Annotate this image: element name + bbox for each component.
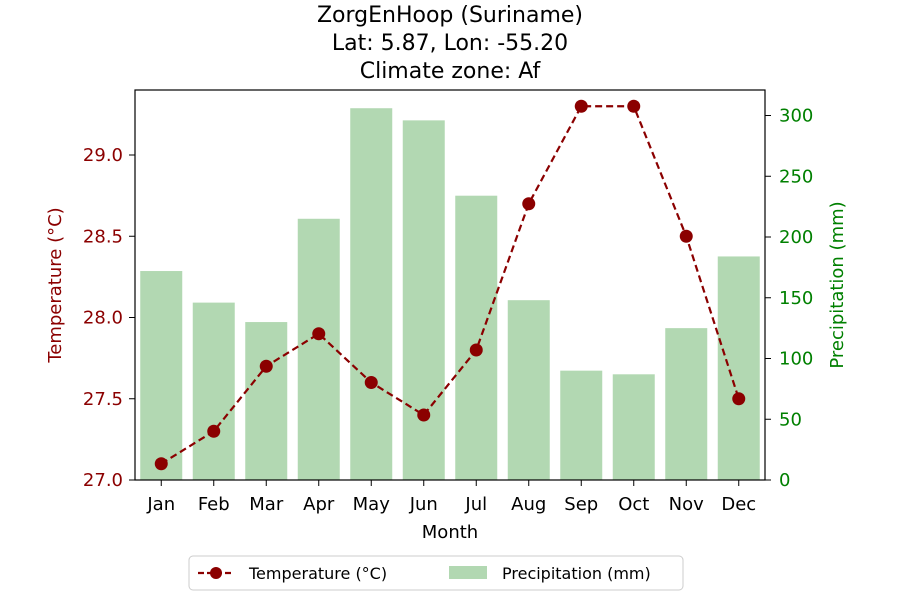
precipitation-bar bbox=[297, 218, 340, 481]
precipitation-bar bbox=[560, 370, 603, 480]
y-axis-left-label: Temperature (°C) bbox=[45, 207, 66, 363]
x-tick-label: Oct bbox=[618, 494, 649, 515]
legend-precipitation-label: Precipitation (mm) bbox=[502, 564, 651, 583]
x-tick-label: Jun bbox=[409, 494, 438, 515]
precipitation-bar bbox=[245, 322, 288, 480]
x-tick-label: Apr bbox=[303, 494, 335, 515]
chart-title: ZorgEnHoop (Suriname) Lat: 5.87, Lon: -5… bbox=[317, 3, 583, 84]
y-right-tick-label: 300 bbox=[779, 106, 813, 127]
temperature-point bbox=[732, 392, 746, 406]
title-line-3: Climate zone: Af bbox=[360, 59, 542, 84]
temperature-point bbox=[627, 99, 641, 113]
y-left-tick-label: 27.0 bbox=[83, 470, 123, 491]
temperature-series-line bbox=[160, 105, 740, 465]
x-tick-label: Jul bbox=[464, 494, 487, 515]
temperature-point bbox=[364, 376, 378, 389]
temperature-line bbox=[154, 99, 746, 471]
x-tick-label: Nov bbox=[669, 494, 704, 515]
precipitation-bar bbox=[192, 302, 235, 480]
legend-temperature-marker bbox=[210, 567, 222, 579]
y-left-tick-label: 28.5 bbox=[83, 226, 123, 247]
precipitation-bar bbox=[455, 195, 498, 480]
y-right-tick-label: 0 bbox=[779, 470, 790, 491]
y-right-tick-label: 100 bbox=[779, 349, 813, 370]
plot-frame bbox=[134, 89, 766, 481]
y-axis-right-label: Precipitation (mm) bbox=[827, 201, 848, 368]
x-tick-label: Dec bbox=[721, 494, 756, 515]
legend-precipitation-swatch bbox=[449, 566, 487, 579]
precipitation-bar bbox=[665, 328, 708, 480]
y-right-tick-label: 250 bbox=[779, 166, 813, 187]
precipitation-bar bbox=[612, 374, 655, 480]
y-axis-left: 27.0 27.5 28.0 28.5 29.0 bbox=[83, 145, 135, 491]
temperature-point bbox=[312, 327, 326, 341]
legend-temperature-label: Temperature (°C) bbox=[248, 564, 387, 583]
legend-box bbox=[188, 555, 684, 591]
legend: Temperature (°C) Precipitation (mm) bbox=[188, 555, 684, 591]
y-left-tick-label: 29.0 bbox=[83, 145, 123, 166]
x-tick-label: Sep bbox=[564, 494, 598, 515]
precipitation-bar bbox=[140, 271, 183, 480]
precipitation-bar bbox=[507, 300, 550, 480]
x-tick-label: Feb bbox=[198, 494, 230, 515]
x-axis: Jan Feb Mar Apr May Jun Jul Aug Sep Oct Nov Dec bbox=[146, 480, 756, 515]
x-tick-label: Jan bbox=[146, 494, 175, 515]
y-right-tick-label: 200 bbox=[779, 227, 813, 248]
y-left-tick-label: 27.5 bbox=[83, 389, 123, 410]
temperature-point bbox=[679, 229, 693, 243]
x-axis-label: Month bbox=[422, 522, 478, 543]
temperature-point bbox=[574, 99, 588, 113]
temperature-point bbox=[522, 197, 536, 211]
title-line-2: Lat: 5.87, Lon: -55.20 bbox=[332, 31, 568, 56]
temperature-point bbox=[417, 408, 431, 422]
title-line-1: ZorgEnHoop (Suriname) bbox=[317, 3, 583, 28]
temperature-point bbox=[207, 424, 221, 438]
y-right-tick-label: 150 bbox=[779, 288, 813, 309]
temperature-point bbox=[154, 457, 168, 471]
precipitation-bar bbox=[350, 108, 393, 480]
y-left-tick-label: 28.0 bbox=[83, 308, 123, 329]
precipitation-bars bbox=[140, 108, 760, 481]
precipitation-bar bbox=[402, 120, 445, 480]
y-axis-right: 0 50 100 150 200 250 300 bbox=[765, 106, 813, 491]
temperature-point bbox=[469, 343, 483, 357]
x-tick-label: Mar bbox=[249, 494, 284, 515]
x-tick-label: May bbox=[353, 494, 391, 515]
x-tick-label: Aug bbox=[511, 494, 546, 515]
precipitation-bar bbox=[717, 256, 760, 480]
y-right-tick-label: 50 bbox=[779, 409, 802, 430]
temperature-point bbox=[259, 359, 273, 373]
